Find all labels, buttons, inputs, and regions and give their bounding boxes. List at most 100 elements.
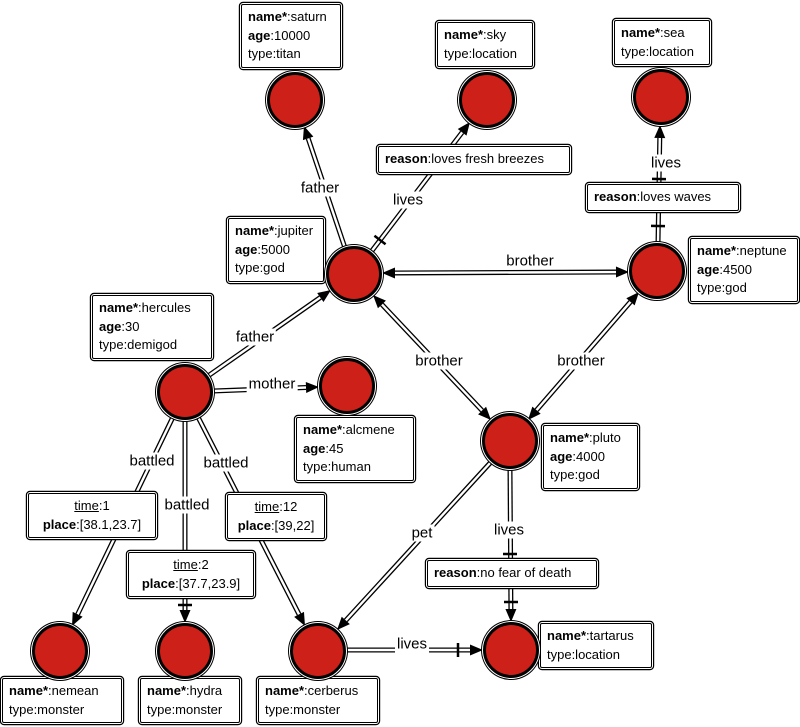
edge-label-lives-sky: lives: [390, 191, 426, 209]
edge-label-battled-upper-left: battled: [127, 452, 177, 470]
property-box-reason-breezes: reason:loves fresh breezes: [378, 146, 570, 173]
edge-label-lives-cerberus-tartarus: lives: [394, 635, 430, 653]
property-line: type:god: [697, 280, 747, 295]
property-line: type:titan: [248, 46, 301, 61]
arrowhead: [654, 125, 666, 139]
property-box-nemean: name*:nemean type:monster: [2, 678, 122, 723]
property-box-reason-waves: reason:loves waves: [587, 184, 739, 211]
edge-jupiter-lives-sky[interactable]: [369, 122, 470, 254]
edge-label-lives-pluto-tartarus: lives: [491, 521, 527, 539]
edge-pluto-lives-tartarus[interactable]: [502, 468, 519, 622]
property-line: name*:neptune: [697, 243, 787, 258]
property-line: name*:jupiter: [235, 223, 314, 238]
property-line: type:god: [235, 260, 285, 275]
node-hercules[interactable]: [157, 364, 213, 420]
property-box-saturn: name*:saturn age:10000 type:titan: [241, 4, 341, 68]
property-line: time:12: [254, 499, 298, 514]
node-jupiter[interactable]: [326, 246, 382, 302]
node-hydra[interactable]: [157, 623, 213, 679]
edge-label-pet: pet: [409, 524, 435, 542]
property-box-hydra: name*:hydra type:monster: [140, 678, 240, 723]
property-box-cerberus: name*:cerberus type:monster: [258, 678, 378, 723]
node-alcmene[interactable]: [319, 358, 375, 414]
arrowhead: [337, 616, 350, 630]
property-line: reason:no fear of death: [434, 565, 572, 580]
property-line: age:4000: [550, 448, 605, 464]
property-box-jupiter: name*:jupiter age:5000 type:god: [228, 218, 324, 282]
property-line: reason:loves waves: [594, 189, 712, 204]
node-saturn[interactable]: [267, 72, 323, 128]
node-nemean[interactable]: [32, 623, 88, 679]
property-line: name*:sea: [621, 25, 685, 40]
property-box-sea: name*:sea type:location: [614, 20, 710, 65]
arrowhead: [470, 644, 483, 656]
property-box-time-1: time:1 place:[38.1,23.7]: [28, 493, 156, 538]
edge-jupiter-brother-neptune[interactable]: [382, 266, 629, 279]
edge-label-battled-upper-right: battled: [201, 454, 251, 472]
property-line: age:5000: [235, 241, 290, 257]
arrowhead: [317, 290, 331, 302]
arrowhead: [615, 266, 629, 278]
property-box-reason-death: reason:no fear of death: [427, 560, 597, 587]
node-sky[interactable]: [459, 72, 515, 128]
property-line: name*:tartarus: [547, 628, 634, 643]
property-line: name*:saturn: [248, 9, 327, 24]
property-box-alcmene: name*:alcmene age:45 type:human: [296, 417, 414, 481]
arrowhead: [294, 611, 305, 626]
arrowhead: [382, 267, 396, 279]
property-line: type:monster: [147, 701, 223, 717]
arrowhead: [478, 406, 491, 420]
edge-label-brother-jupiter-neptune: brother: [504, 252, 556, 270]
property-line: type:monster: [265, 701, 341, 717]
edge-label-father-jupiter: father: [233, 328, 277, 346]
property-box-neptune: name*:neptune age:4500 type:god: [690, 238, 798, 302]
edge-label-mother: mother: [246, 375, 298, 393]
property-line: age:10000: [248, 27, 311, 43]
node-cerberus[interactable]: [290, 623, 346, 679]
property-box-time-2: time:2 place:[37.7,23.9]: [128, 552, 254, 597]
arrowhead: [72, 611, 83, 626]
edge-tick: [373, 234, 387, 246]
edge-pluto-pet-cerberus[interactable]: [337, 460, 493, 630]
arrowhead: [457, 122, 470, 136]
node-neptune[interactable]: [629, 243, 685, 299]
edge-label-father-saturn: father: [298, 179, 342, 197]
property-line: time:1: [74, 498, 110, 513]
edge-label-battled-lower: battled: [162, 496, 212, 514]
arrowhead: [528, 406, 541, 420]
property-line: name*:pluto: [550, 430, 621, 445]
property-line: type:location: [547, 646, 620, 662]
property-box-time-12: time:12 place:[39,22]: [227, 494, 325, 539]
property-line: name*:hercules: [99, 300, 191, 315]
property-box-sky: name*:sky type:location: [437, 22, 533, 67]
arrowhead: [179, 610, 191, 623]
property-line: place:[39,22]: [237, 517, 315, 533]
property-line: name*:sky: [444, 27, 507, 42]
property-line: type:location: [621, 43, 694, 59]
arrowhead: [626, 292, 639, 306]
property-line: age:45: [303, 440, 344, 456]
arrowhead: [305, 381, 319, 393]
node-sea[interactable]: [633, 69, 689, 125]
node-tartarus[interactable]: [483, 622, 539, 678]
property-line: name*:nemean: [9, 683, 99, 698]
arrowhead: [373, 295, 386, 309]
node-pluto[interactable]: [482, 413, 538, 469]
property-line: name*:alcmene: [303, 422, 395, 437]
property-line: reason:loves fresh breezes: [385, 151, 544, 166]
property-line: place:[37.7,23.9]: [141, 575, 241, 591]
arrowhead: [302, 126, 314, 141]
property-line: time:2: [173, 557, 209, 572]
property-line: type:demigod: [99, 337, 178, 352]
property-line: type:monster: [9, 701, 85, 717]
property-line: type:location: [444, 45, 517, 61]
edge-label-lives-sea: lives: [648, 154, 684, 172]
edge-label-brother-jupiter-pluto: brother: [413, 352, 465, 370]
property-line: name*:cerberus: [265, 683, 359, 698]
property-box-pluto: name*:pluto age:4000 type:god: [543, 425, 638, 489]
property-line: age:4500: [697, 261, 752, 277]
edge-label-brother-neptune-pluto: brother: [555, 352, 607, 370]
property-line: place:[38.1,23.7]: [42, 516, 142, 532]
property-line: type:human: [303, 459, 371, 474]
